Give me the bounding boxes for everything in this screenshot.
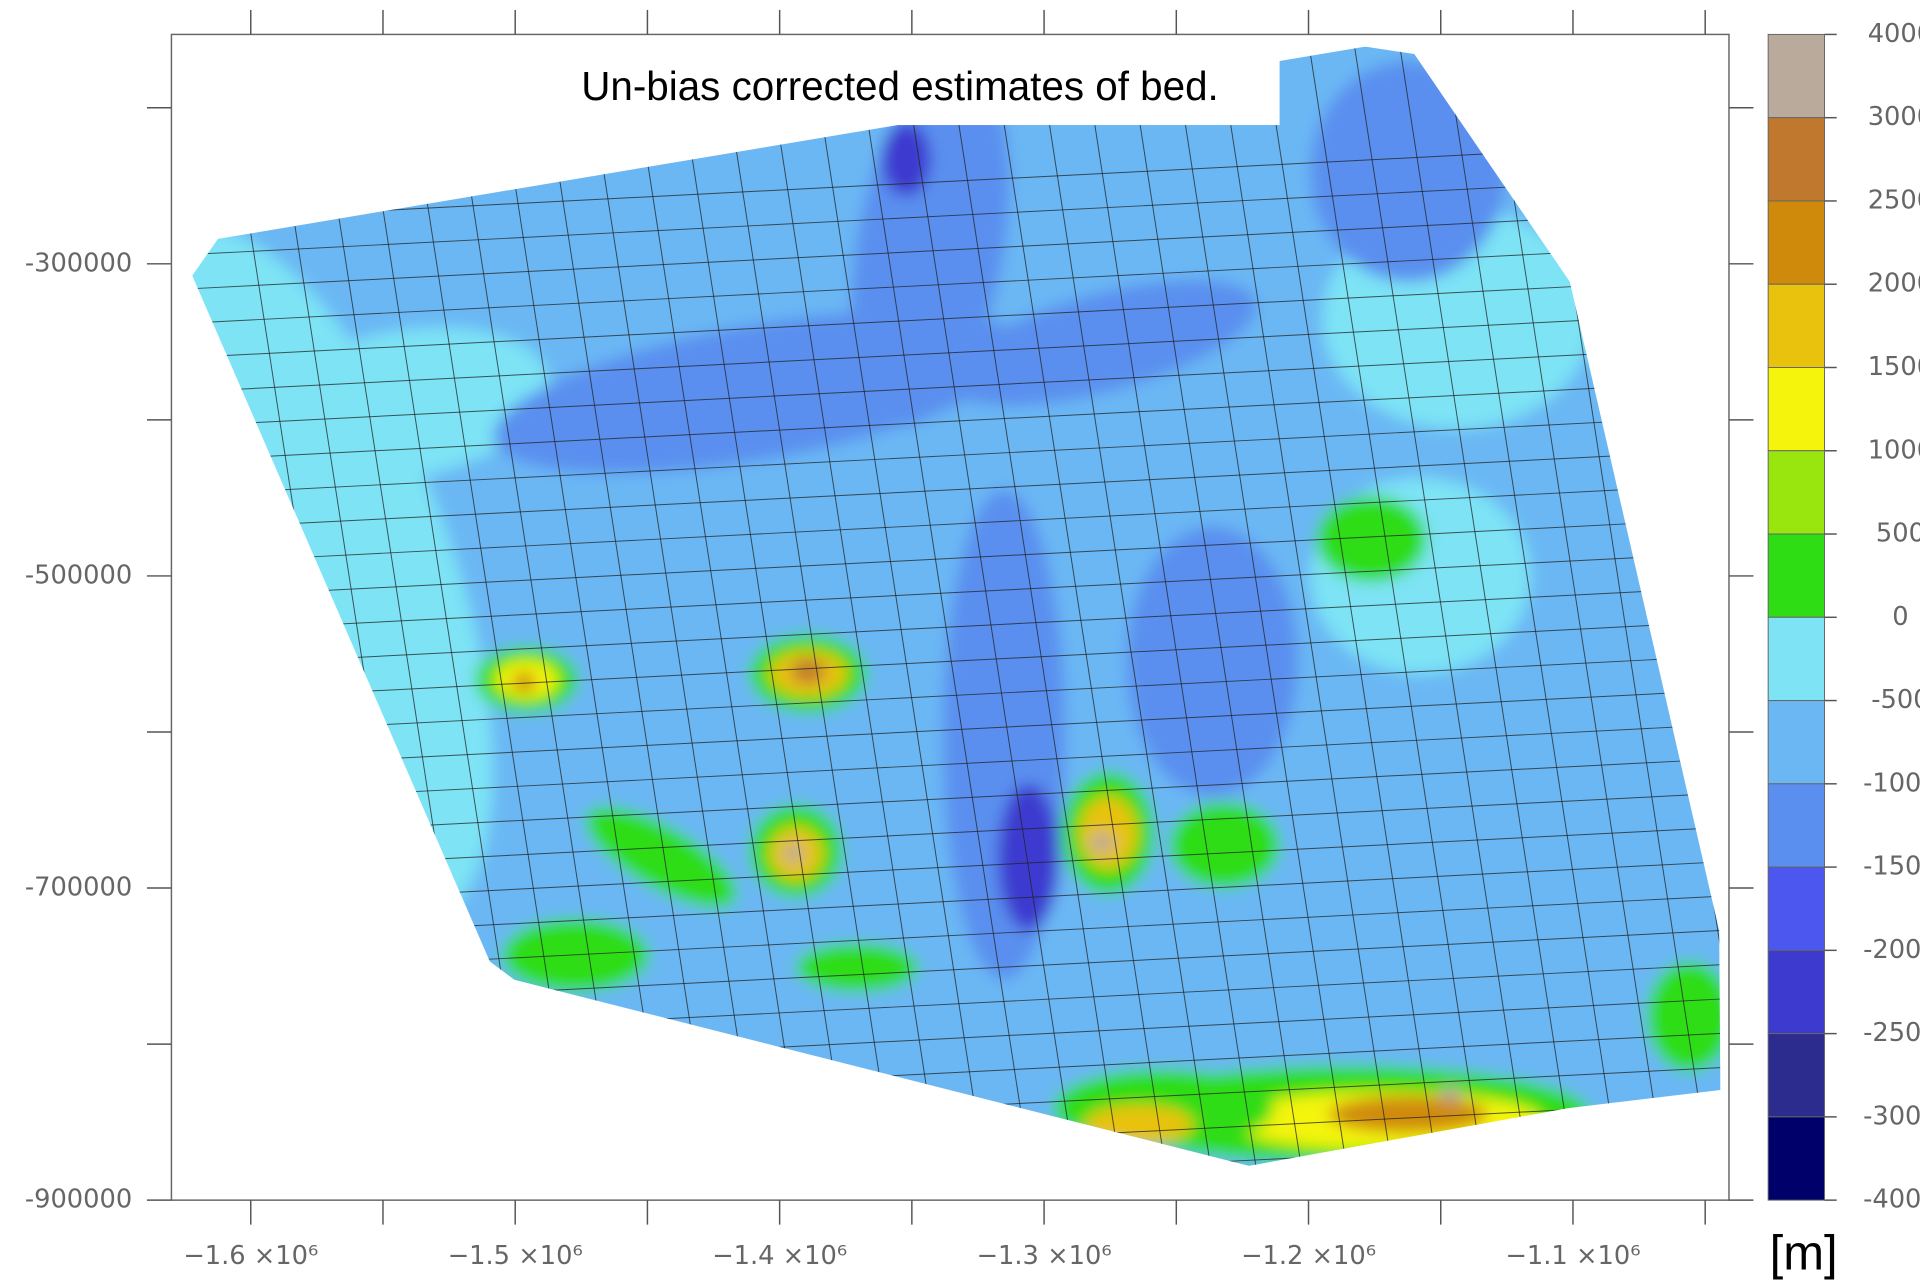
colorbar-box xyxy=(1768,34,1824,117)
colorbar-label: -2500 xyxy=(1863,1018,1920,1048)
y-tick-label: -700000 xyxy=(25,873,132,903)
field-patch xyxy=(1127,527,1298,796)
x-tick-label: −1.2 ×10⁶ xyxy=(1241,1241,1376,1271)
x-tick-label: −1.6 ×10⁶ xyxy=(183,1241,318,1271)
colorbar-box xyxy=(1768,1117,1824,1200)
y-tick-label: -500000 xyxy=(25,560,132,590)
x-tick-label: −1.3 ×10⁶ xyxy=(977,1241,1112,1271)
colorbar-box xyxy=(1768,534,1824,617)
colorbar-label: -500 xyxy=(1871,685,1920,715)
x-tick-label: −1.5 ×10⁶ xyxy=(448,1241,583,1271)
colorbar-box xyxy=(1768,118,1824,201)
colorbar-box xyxy=(1768,367,1824,450)
colorbar-label: 1000 xyxy=(1868,435,1920,465)
colorbar-box xyxy=(1768,950,1824,1033)
colorbar-box xyxy=(1768,201,1824,284)
colorbar-box xyxy=(1768,784,1824,867)
colorbar-label: 2000 xyxy=(1868,269,1920,299)
x-tick-label: −1.1 ×10⁶ xyxy=(1505,1241,1640,1271)
colorbar-box xyxy=(1768,1034,1824,1117)
field-patch xyxy=(1090,833,1114,853)
page: {"chart_data": { "type": "map", "title":… xyxy=(0,0,1920,1286)
colorbar-label: -2000 xyxy=(1863,935,1920,965)
map-title: Un-bias corrected estimates of bed. xyxy=(581,63,1219,109)
chart: −1.6 ×10⁶ −1.5 ×10⁶ −1.4 ×10⁶ −1.3 ×10⁶ −1.2… xyxy=(0,0,1920,1286)
field-patch xyxy=(1169,802,1279,888)
x-tick-label: −1.4 ×10⁶ xyxy=(712,1241,847,1271)
colorbar-box xyxy=(1768,701,1824,784)
colorbar-label: -1000 xyxy=(1863,768,1920,798)
y-tick-label: -300000 xyxy=(25,248,132,278)
colorbar-label: 0 xyxy=(1892,602,1908,632)
colorbar-label: -4000 xyxy=(1863,1185,1920,1215)
colorbar-label: 500 xyxy=(1876,519,1920,549)
colorbar-unit: [m] xyxy=(1770,1226,1838,1280)
y-tick-label: -900000 xyxy=(25,1185,132,1215)
colorbar-label: 2500 xyxy=(1868,185,1920,215)
colorbar-box xyxy=(1768,451,1824,534)
colorbar-label: -1500 xyxy=(1863,852,1920,882)
colorbar-label: 4000 xyxy=(1868,19,1920,49)
colorbar-box xyxy=(1768,867,1824,950)
colorbar: 4000 3000 2500 2000 1500 1000 500 0 -500 -1000 -15… xyxy=(1768,19,1920,1215)
colorbar-label: -3000 xyxy=(1863,1101,1920,1131)
colorbar-box xyxy=(1768,284,1824,367)
field-patch xyxy=(1439,1086,1463,1101)
colorbar-label: 3000 xyxy=(1868,102,1920,132)
field-patch xyxy=(512,672,536,692)
field-patch xyxy=(784,844,804,864)
colorbar-label: 1500 xyxy=(1868,352,1920,382)
colorbar-box xyxy=(1768,617,1824,700)
field-patch xyxy=(791,659,825,683)
field-patch xyxy=(998,784,1059,931)
